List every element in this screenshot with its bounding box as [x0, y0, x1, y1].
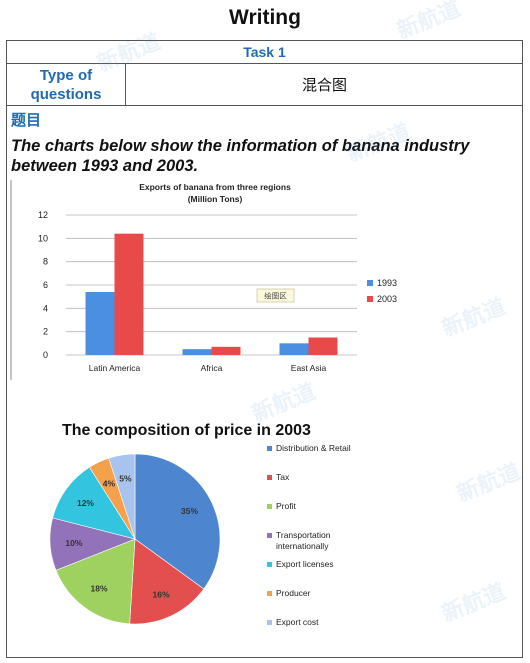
prompt-line-2: between 1993 and 2003. — [11, 157, 199, 175]
bar-2003 — [211, 346, 241, 355]
pie-slice-label: 4% — [103, 479, 116, 489]
plot-area-tag: 绘图区 — [264, 291, 287, 301]
legend-label: Distribution & Retail — [276, 443, 351, 453]
pie-slice-label: 10% — [65, 538, 82, 548]
pie-slice-label: 5% — [119, 474, 132, 484]
type-label-line2: questions — [30, 86, 102, 103]
legend-swatch — [267, 504, 272, 509]
type-row: Type of questions 混合图 — [7, 64, 522, 106]
legend-swatch — [267, 446, 272, 451]
prompt-line-1: The charts below show the information of… — [11, 137, 470, 155]
bar-chart: Exports of banana from three regions (Mi… — [10, 180, 397, 380]
y-tick-label: 2 — [43, 327, 48, 337]
legend-label: Export licenses — [276, 559, 334, 569]
legend-swatch — [367, 296, 373, 302]
type-value: 混合图 — [301, 76, 347, 94]
bar-chart-title-line1: Exports of banana from three regions — [139, 182, 291, 192]
legend-label: Producer — [276, 588, 311, 598]
y-tick-label: 10 — [38, 233, 48, 243]
legend-label: internationally — [276, 541, 329, 551]
pie-slice — [52, 466, 136, 540]
pie-slice — [134, 453, 221, 590]
pie-slice — [129, 538, 205, 625]
legend-swatch — [267, 591, 272, 596]
legend-label: Profit — [276, 501, 296, 511]
bar-chart-title-line2: (Million Tons) — [188, 194, 243, 204]
y-tick-label: 0 — [43, 350, 48, 360]
page-title: Writing — [229, 6, 301, 29]
x-tick-label: Africa — [201, 363, 223, 373]
y-tick-label: 4 — [43, 303, 48, 313]
task-label: Task 1 — [7, 41, 522, 64]
legend-swatch — [267, 533, 272, 538]
y-tick-label: 12 — [38, 210, 48, 220]
type-label: Type of questions — [7, 64, 126, 105]
pie-slice — [55, 538, 136, 625]
bar-1993 — [182, 349, 212, 355]
y-tick-label: 6 — [43, 280, 48, 290]
x-tick-label: Latin America — [89, 363, 141, 373]
bar-1993 — [279, 343, 309, 355]
type-label-line1: Type of — [39, 67, 93, 84]
pie-slice-label: 35% — [181, 506, 198, 516]
pie-chart-title: The composition of price in 2003 — [62, 422, 311, 439]
legend-swatch — [367, 280, 373, 286]
legend-swatch — [267, 475, 272, 480]
legend-label: Transportation — [276, 530, 331, 540]
pie-slice-label: 12% — [77, 498, 94, 508]
pie-slice-label: 16% — [153, 589, 170, 599]
legend-swatch — [267, 620, 272, 625]
pie-slice-label: 18% — [91, 584, 108, 594]
legend-label: Export cost — [276, 617, 319, 627]
section-label: 题目 — [11, 111, 42, 129]
pie-chart: The composition of price in 2003 35% 16% 1… — [49, 422, 351, 627]
legend-label: Tax — [276, 472, 290, 482]
bar-1993 — [85, 292, 115, 355]
pie-slice — [108, 453, 136, 540]
x-tick-label: East Asia — [291, 363, 327, 373]
legend-label: 2003 — [377, 294, 397, 304]
prompt: The charts below show the information of… — [11, 136, 516, 176]
bar-2003 — [308, 337, 338, 355]
y-tick-label: 8 — [43, 257, 48, 267]
legend-swatch — [267, 562, 272, 567]
bar-2003 — [114, 233, 144, 355]
legend-label: 1993 — [377, 278, 397, 288]
task-frame: Task 1 Type of questions 混合图 题目 The char… — [6, 40, 523, 658]
